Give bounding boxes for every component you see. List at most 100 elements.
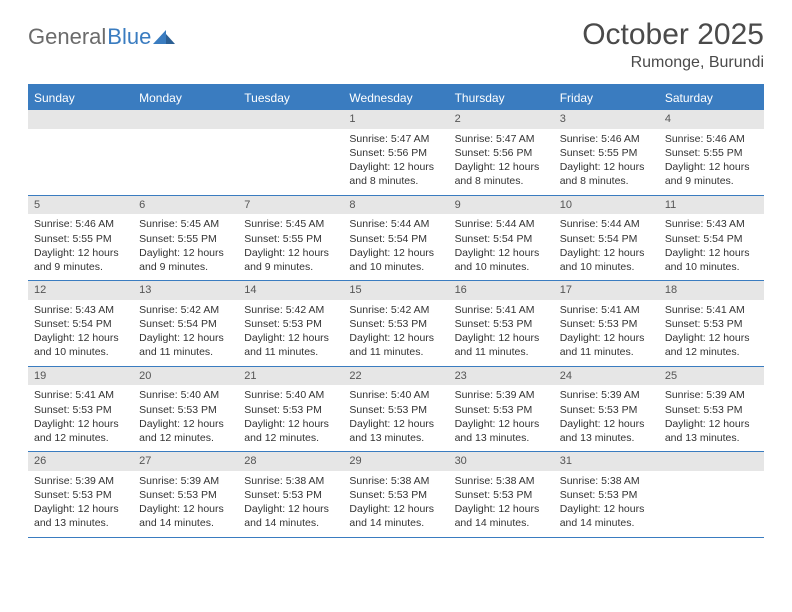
day-number: 2: [449, 110, 554, 129]
day-cell: 28Sunrise: 5:38 AMSunset: 5:53 PMDayligh…: [238, 452, 343, 537]
sunset-line: Sunset: 5:55 PM: [665, 146, 758, 160]
sunset-line: Sunset: 5:53 PM: [455, 488, 548, 502]
day-body: Sunrise: 5:46 AMSunset: 5:55 PMDaylight:…: [659, 129, 764, 195]
day-cell: [659, 452, 764, 537]
daylight-line: Daylight: 12 hours and 11 minutes.: [560, 331, 653, 359]
sunrise-line: Sunrise: 5:38 AM: [455, 474, 548, 488]
sunset-line: Sunset: 5:54 PM: [349, 232, 442, 246]
daylight-line: Daylight: 12 hours and 12 minutes.: [244, 417, 337, 445]
day-cell: 2Sunrise: 5:47 AMSunset: 5:56 PMDaylight…: [449, 110, 554, 195]
day-number: 10: [554, 196, 659, 215]
day-cell: 22Sunrise: 5:40 AMSunset: 5:53 PMDayligh…: [343, 367, 448, 452]
daylight-line: Daylight: 12 hours and 13 minutes.: [349, 417, 442, 445]
day-body: Sunrise: 5:40 AMSunset: 5:53 PMDaylight:…: [343, 385, 448, 451]
day-number: 12: [28, 281, 133, 300]
daylight-line: Daylight: 12 hours and 10 minutes.: [665, 246, 758, 274]
day-cell: 17Sunrise: 5:41 AMSunset: 5:53 PMDayligh…: [554, 281, 659, 366]
day-number: 3: [554, 110, 659, 129]
day-number: 29: [343, 452, 448, 471]
day-body: Sunrise: 5:47 AMSunset: 5:56 PMDaylight:…: [343, 129, 448, 195]
day-number: [133, 110, 238, 129]
week-row: 5Sunrise: 5:46 AMSunset: 5:55 PMDaylight…: [28, 196, 764, 282]
day-cell: 31Sunrise: 5:38 AMSunset: 5:53 PMDayligh…: [554, 452, 659, 537]
day-body: Sunrise: 5:38 AMSunset: 5:53 PMDaylight:…: [554, 471, 659, 537]
daylight-line: Daylight: 12 hours and 12 minutes.: [34, 417, 127, 445]
sunrise-line: Sunrise: 5:41 AM: [34, 388, 127, 402]
sunrise-line: Sunrise: 5:38 AM: [244, 474, 337, 488]
day-body: Sunrise: 5:38 AMSunset: 5:53 PMDaylight:…: [449, 471, 554, 537]
day-number: 26: [28, 452, 133, 471]
week-row: 12Sunrise: 5:43 AMSunset: 5:54 PMDayligh…: [28, 281, 764, 367]
day-number: 25: [659, 367, 764, 386]
day-cell: [28, 110, 133, 195]
sunrise-line: Sunrise: 5:41 AM: [665, 303, 758, 317]
sunrise-line: Sunrise: 5:44 AM: [560, 217, 653, 231]
location-subtitle: Rumonge, Burundi: [582, 54, 764, 72]
brand-part2: Blue: [107, 24, 151, 50]
dow-tuesday: Tuesday: [238, 86, 343, 110]
daylight-line: Daylight: 12 hours and 14 minutes.: [349, 502, 442, 530]
sunrise-line: Sunrise: 5:45 AM: [244, 217, 337, 231]
day-cell: 4Sunrise: 5:46 AMSunset: 5:55 PMDaylight…: [659, 110, 764, 195]
day-body: Sunrise: 5:39 AMSunset: 5:53 PMDaylight:…: [133, 471, 238, 537]
sunrise-line: Sunrise: 5:39 AM: [139, 474, 232, 488]
daylight-line: Daylight: 12 hours and 11 minutes.: [455, 331, 548, 359]
day-body: Sunrise: 5:39 AMSunset: 5:53 PMDaylight:…: [449, 385, 554, 451]
day-number: 30: [449, 452, 554, 471]
sunset-line: Sunset: 5:53 PM: [349, 317, 442, 331]
day-number: 9: [449, 196, 554, 215]
sunset-line: Sunset: 5:53 PM: [665, 403, 758, 417]
sunset-line: Sunset: 5:53 PM: [139, 488, 232, 502]
sunset-line: Sunset: 5:53 PM: [455, 317, 548, 331]
dow-sunday: Sunday: [28, 86, 133, 110]
day-number: 28: [238, 452, 343, 471]
page-header: GeneralBlue October 2025 Rumonge, Burund…: [28, 18, 764, 72]
day-body: Sunrise: 5:39 AMSunset: 5:53 PMDaylight:…: [28, 471, 133, 537]
sunrise-line: Sunrise: 5:38 AM: [560, 474, 653, 488]
day-cell: 15Sunrise: 5:42 AMSunset: 5:53 PMDayligh…: [343, 281, 448, 366]
day-cell: 12Sunrise: 5:43 AMSunset: 5:54 PMDayligh…: [28, 281, 133, 366]
day-body: Sunrise: 5:39 AMSunset: 5:53 PMDaylight:…: [554, 385, 659, 451]
day-cell: 27Sunrise: 5:39 AMSunset: 5:53 PMDayligh…: [133, 452, 238, 537]
sunrise-line: Sunrise: 5:42 AM: [349, 303, 442, 317]
sunrise-line: Sunrise: 5:43 AM: [665, 217, 758, 231]
day-body: Sunrise: 5:41 AMSunset: 5:53 PMDaylight:…: [449, 300, 554, 366]
day-body: Sunrise: 5:38 AMSunset: 5:53 PMDaylight:…: [238, 471, 343, 537]
sunset-line: Sunset: 5:55 PM: [139, 232, 232, 246]
week-row: 19Sunrise: 5:41 AMSunset: 5:53 PMDayligh…: [28, 367, 764, 453]
day-body: Sunrise: 5:45 AMSunset: 5:55 PMDaylight:…: [133, 214, 238, 280]
day-number: 23: [449, 367, 554, 386]
daylight-line: Daylight: 12 hours and 9 minutes.: [139, 246, 232, 274]
brand-part1: General: [28, 24, 106, 50]
day-number: 11: [659, 196, 764, 215]
week-row: 1Sunrise: 5:47 AMSunset: 5:56 PMDaylight…: [28, 110, 764, 196]
daylight-line: Daylight: 12 hours and 9 minutes.: [244, 246, 337, 274]
sunrise-line: Sunrise: 5:42 AM: [244, 303, 337, 317]
sunset-line: Sunset: 5:55 PM: [34, 232, 127, 246]
day-cell: 7Sunrise: 5:45 AMSunset: 5:55 PMDaylight…: [238, 196, 343, 281]
sunset-line: Sunset: 5:54 PM: [455, 232, 548, 246]
daylight-line: Daylight: 12 hours and 11 minutes.: [139, 331, 232, 359]
day-number: [28, 110, 133, 129]
day-cell: 11 Sunrise: 5:43 AMSunset: 5:54 PMDayligh…: [659, 196, 764, 281]
dow-friday: Friday: [554, 86, 659, 110]
day-cell: 21Sunrise: 5:40 AMSunset: 5:53 PMDayligh…: [238, 367, 343, 452]
sunrise-line: Sunrise: 5:39 AM: [665, 388, 758, 402]
sunset-line: Sunset: 5:53 PM: [139, 403, 232, 417]
daylight-line: Daylight: 12 hours and 10 minutes.: [455, 246, 548, 274]
sunrise-line: Sunrise: 5:44 AM: [455, 217, 548, 231]
day-number: 15: [343, 281, 448, 300]
day-number: 17: [554, 281, 659, 300]
sunset-line: Sunset: 5:53 PM: [560, 317, 653, 331]
daylight-line: Daylight: 12 hours and 14 minutes.: [455, 502, 548, 530]
daylight-line: Daylight: 12 hours and 8 minutes.: [560, 160, 653, 188]
day-body: Sunrise: 5:42 AMSunset: 5:53 PMDaylight:…: [343, 300, 448, 366]
day-cell: 24Sunrise: 5:39 AMSunset: 5:53 PMDayligh…: [554, 367, 659, 452]
day-number: 31: [554, 452, 659, 471]
sunset-line: Sunset: 5:54 PM: [665, 232, 758, 246]
sunset-line: Sunset: 5:53 PM: [244, 403, 337, 417]
day-number: 4: [659, 110, 764, 129]
triangle-icon: [153, 24, 175, 50]
day-number: 7: [238, 196, 343, 215]
day-body: Sunrise: 5:46 AMSunset: 5:55 PMDaylight:…: [28, 214, 133, 280]
